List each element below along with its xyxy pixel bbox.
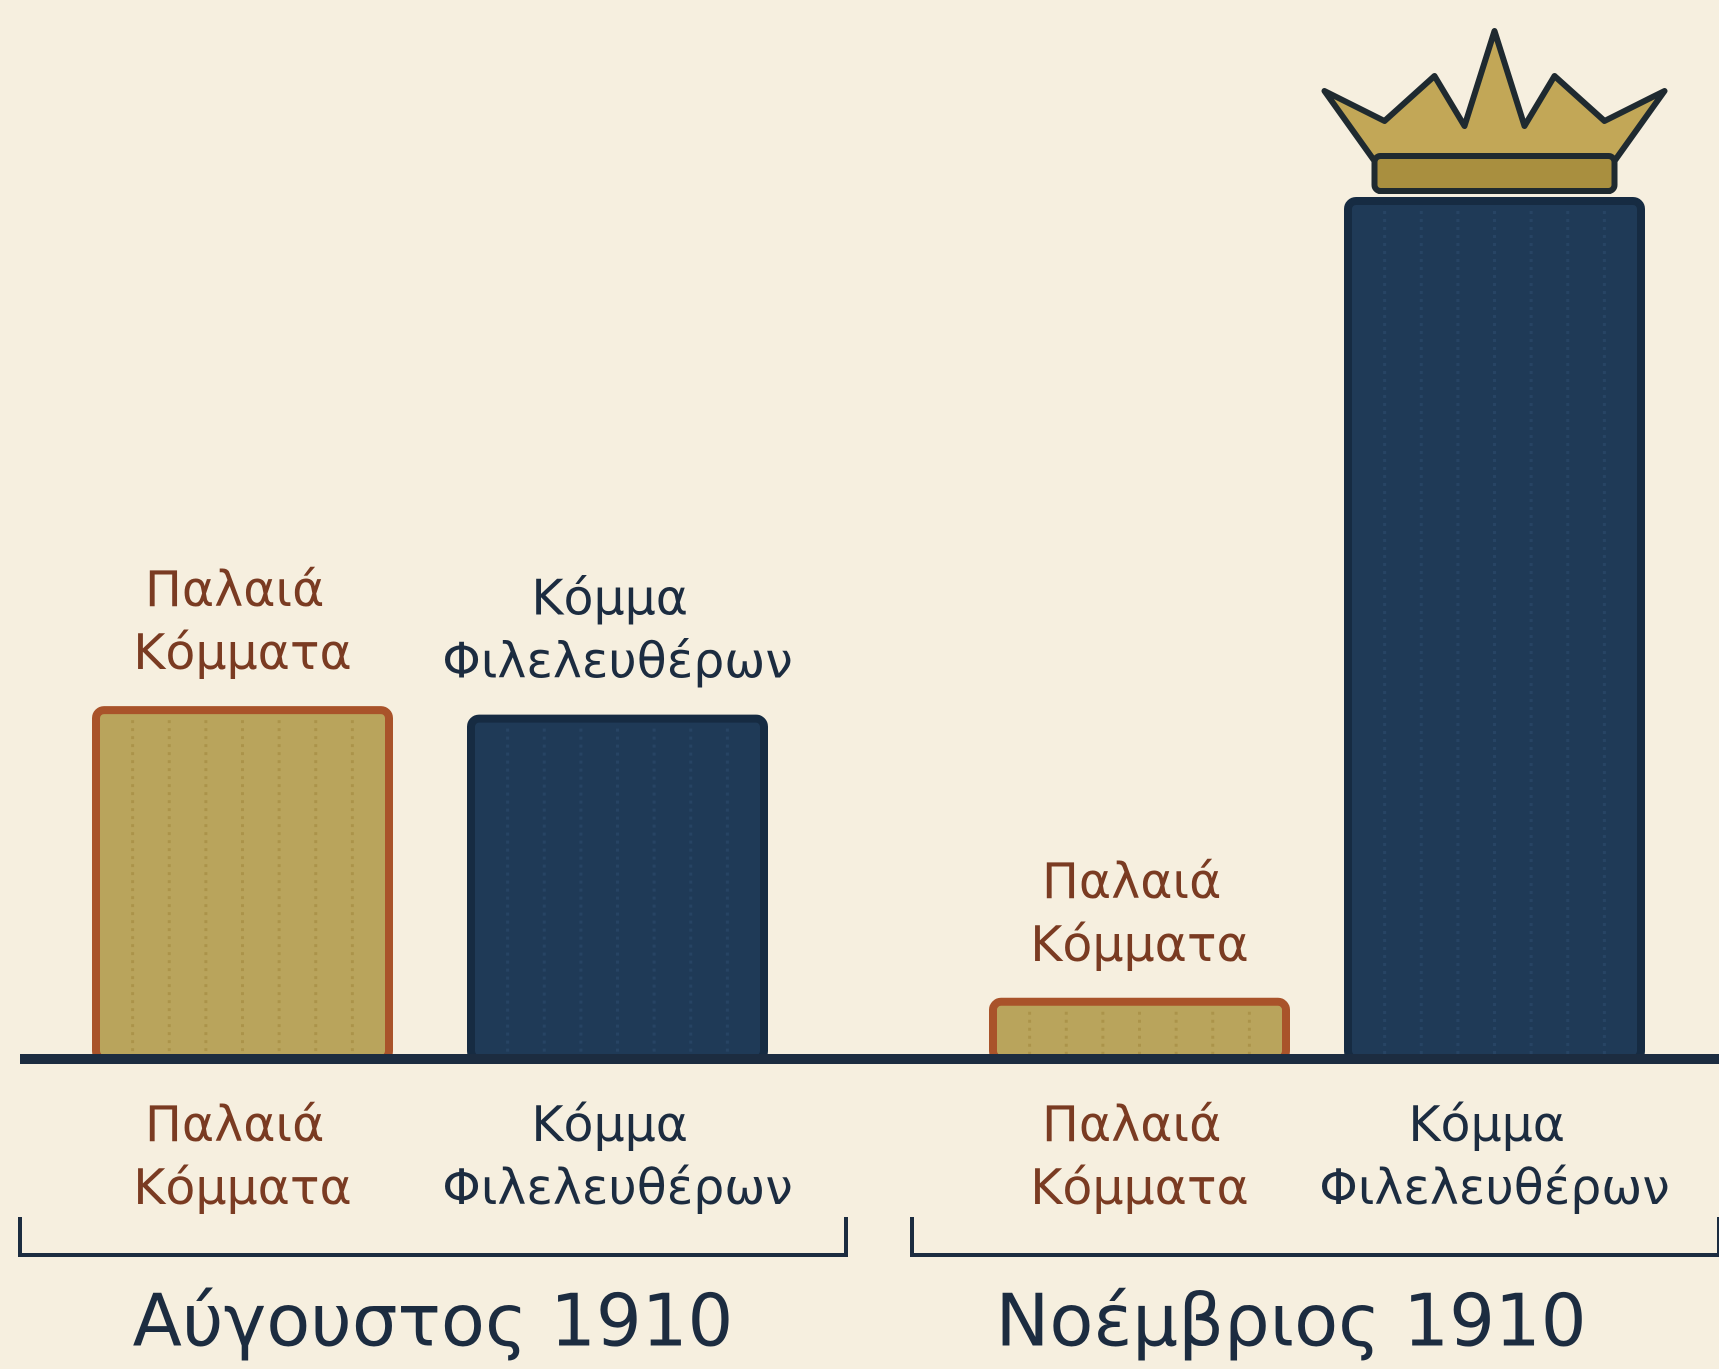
chart: Παλαιά ΚόμματαΠαλαιά ΚόμματαΚόμμα Φιλελε… bbox=[0, 0, 1719, 1369]
crown-band bbox=[1375, 156, 1615, 191]
group-label: Νοέμβριος 1910 bbox=[995, 1279, 1586, 1363]
group-label: Αύγουστος 1910 bbox=[133, 1279, 734, 1363]
page: Παλαιά ΚόμματαΠαλαιά ΚόμματαΚόμμα Φιλελε… bbox=[0, 0, 1719, 1369]
